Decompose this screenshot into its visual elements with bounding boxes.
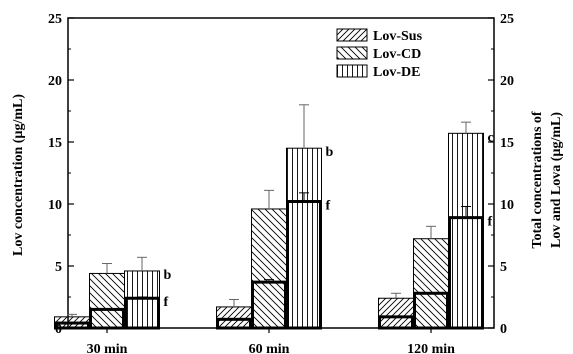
legend-label-lov-de: Lov-DE [373,65,420,80]
bar-total-lov-cd-60-min [251,208,287,329]
x-tick-label-30-min: 30 min [87,342,128,354]
legend: Lov-Sus Lov-CD Lov-DE [336,28,423,80]
y-axis-label-left: Lov concentration (µg/mL) [11,94,26,256]
legend-swatch-lov-sus [336,28,368,42]
bar-total-lov-de-60-min [286,147,322,329]
y-axis-label-right-line2: Lov and Lova (µg/mL) [549,112,564,248]
y-tick-label-right-2: 10 [500,198,514,213]
y-tick-label-left-4: 20 [48,74,62,89]
legend-swatch-lov-de [336,64,368,78]
bar-total-lov-sus-120-min [378,297,414,329]
bar-lov-lov-sus-120-min [378,315,414,330]
y-tick-label-right-3: 15 [500,136,514,151]
legend-label-lov-cd: Lov-CD [373,47,421,62]
bar-lov-lov-de-120-min [448,216,484,330]
annotation-lov-30-min-1: f [164,295,169,310]
bar-lov-lov-de-60-min [286,200,322,330]
bar-lov-lov-cd-60-min [251,280,287,330]
bar-lov-lov-de-30-min [124,296,160,330]
annotation-total-60-min-2: b [326,145,334,160]
y-tick-label-left-2: 10 [48,198,62,213]
x-tick-label-60-min: 60 min [249,342,290,354]
bar-lov-lov-sus-30-min [54,321,90,330]
bar-total-lov-de-120-min [448,132,484,329]
y-tick-label-left-1: 5 [55,260,62,275]
legend-label-lov-sus: Lov-Sus [373,29,423,44]
y-axis-label-right-line1: Total concentrations of [530,111,545,248]
bar-lov-lov-cd-120-min [413,291,449,330]
annotation-total-30-min-0: b [164,268,172,283]
bar-total-lov-cd-30-min [89,272,125,329]
y-tick-label-left-5: 25 [48,12,62,27]
bar-lov-lov-cd-30-min [89,307,125,330]
y-tick-label-left-3: 15 [48,136,62,151]
y-tick-label-right-1: 5 [500,260,507,275]
legend-swatch-lov-cd [336,46,368,60]
annotation-total-120-min-4: c [488,130,494,145]
y-tick-label-right-5: 25 [500,12,514,27]
y-tick-label-right-0: 0 [500,322,507,337]
bar-lov-lov-sus-60-min [216,317,252,330]
y-tick-label-right-4: 20 [500,74,514,89]
bar-total-lov-sus-60-min [216,306,252,329]
x-tick-label-120-min: 120 min [407,342,455,354]
bar-total-lov-cd-120-min [413,238,449,329]
annotation-lov-60-min-3: f [326,199,331,214]
annotation-lov-120-min-5: f [488,215,493,230]
